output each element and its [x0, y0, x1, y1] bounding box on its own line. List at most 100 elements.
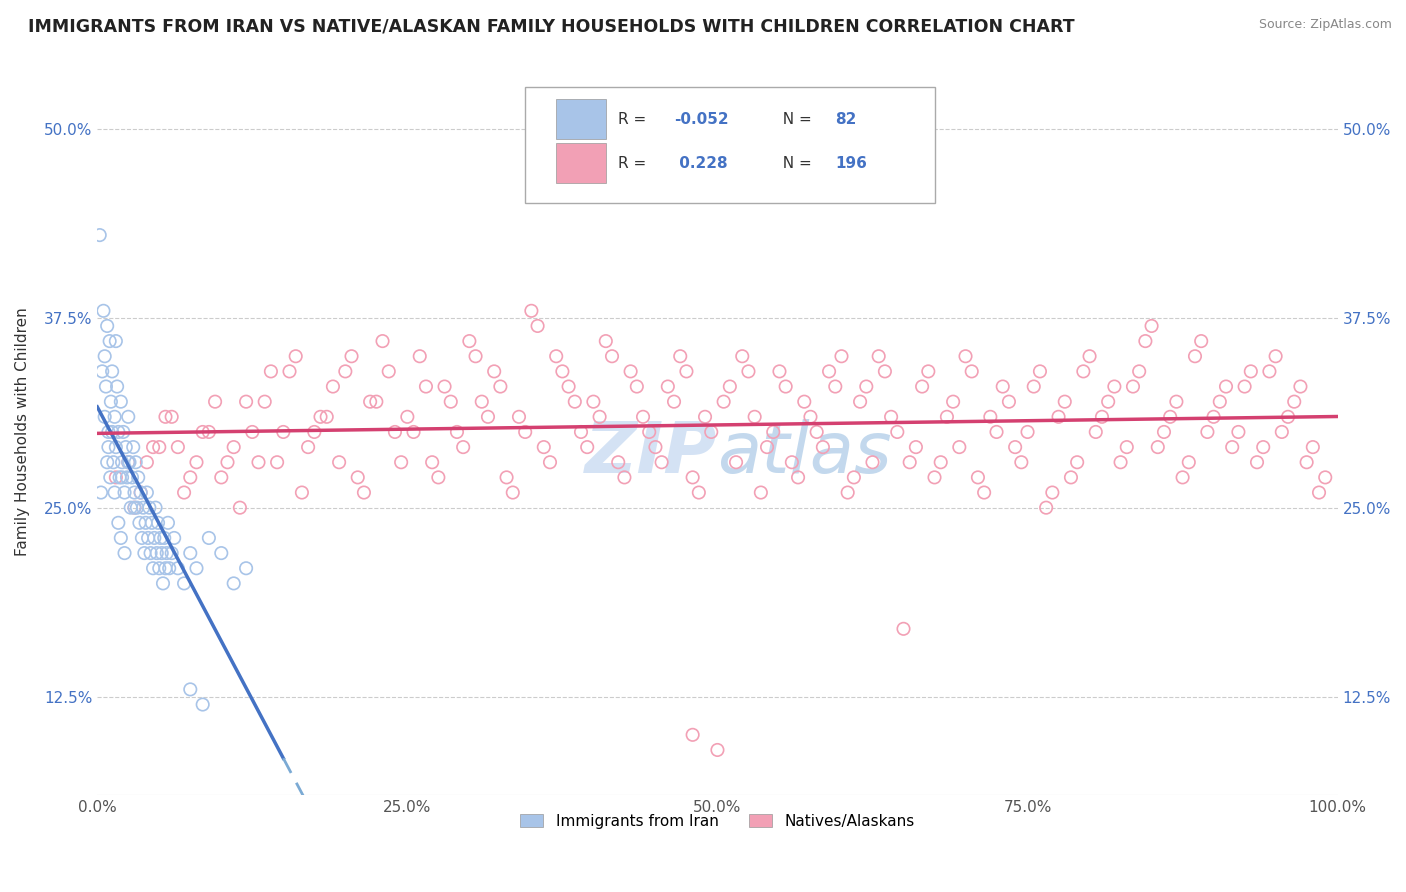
Point: [152, 576, 174, 591]
Point: [131, 531, 153, 545]
Point: [868, 349, 890, 363]
Point: [768, 364, 790, 378]
Point: [1240, 364, 1263, 378]
Text: N =: N =: [773, 155, 817, 170]
Point: [960, 364, 983, 378]
Point: [135, 455, 157, 469]
Point: [1308, 485, 1330, 500]
Point: [103, 455, 125, 469]
Text: 0.228: 0.228: [673, 155, 728, 170]
Point: [98, 334, 121, 348]
Point: [108, 470, 131, 484]
Point: [682, 470, 704, 484]
Point: [811, 440, 834, 454]
Point: [136, 531, 159, 545]
Point: [818, 364, 841, 378]
Text: atlas: atlas: [717, 419, 891, 488]
Point: [1215, 379, 1237, 393]
Text: R =: R =: [619, 112, 651, 127]
Point: [482, 364, 505, 378]
Point: [118, 455, 141, 469]
Text: R =: R =: [619, 155, 651, 170]
Point: [141, 516, 163, 530]
Point: [1159, 409, 1181, 424]
Point: [1289, 379, 1312, 393]
Point: [1166, 394, 1188, 409]
Point: [179, 546, 201, 560]
Point: [700, 425, 723, 439]
Point: [924, 470, 946, 484]
Legend: Immigrants from Iran, Natives/Alaskans: Immigrants from Iran, Natives/Alaskans: [515, 808, 921, 835]
Point: [94, 379, 117, 393]
Point: [824, 379, 846, 393]
Point: [420, 455, 443, 469]
Point: [520, 303, 543, 318]
Point: [433, 379, 456, 393]
Point: [1197, 425, 1219, 439]
Point: [546, 349, 568, 363]
Point: [1047, 409, 1070, 424]
Point: [104, 409, 127, 424]
Point: [1128, 364, 1150, 378]
Point: [346, 470, 368, 484]
Point: [948, 440, 970, 454]
Point: [1178, 455, 1201, 469]
Point: [222, 576, 245, 591]
Point: [1122, 379, 1144, 393]
Point: [756, 440, 779, 454]
Point: [837, 485, 859, 500]
Point: [117, 409, 139, 424]
Point: [114, 440, 136, 454]
Point: [107, 425, 129, 439]
Point: [1202, 409, 1225, 424]
Point: [127, 470, 149, 484]
Point: [477, 409, 499, 424]
Point: [167, 561, 190, 575]
Point: [1233, 379, 1256, 393]
Point: [97, 425, 120, 439]
Point: [873, 364, 896, 378]
Point: [335, 364, 357, 378]
Point: [222, 440, 245, 454]
Point: [125, 500, 148, 515]
Point: [328, 455, 350, 469]
Point: [1035, 500, 1057, 515]
Point: [576, 440, 599, 454]
Point: [613, 470, 636, 484]
Point: [353, 485, 375, 500]
Point: [1277, 409, 1299, 424]
Point: [780, 455, 803, 469]
Point: [929, 455, 952, 469]
Point: [830, 349, 852, 363]
Point: [471, 394, 494, 409]
Point: [179, 470, 201, 484]
Point: [100, 394, 122, 409]
Point: [124, 485, 146, 500]
Point: [104, 440, 127, 454]
Point: [117, 455, 139, 469]
Point: [107, 516, 129, 530]
Y-axis label: Family Households with Children: Family Households with Children: [15, 308, 30, 557]
FancyBboxPatch shape: [557, 99, 606, 139]
Point: [588, 409, 610, 424]
Point: [1146, 440, 1168, 454]
FancyBboxPatch shape: [557, 143, 606, 183]
Point: [464, 349, 486, 363]
Point: [458, 334, 481, 348]
Point: [148, 440, 170, 454]
Point: [229, 500, 252, 515]
Point: [446, 425, 468, 439]
Point: [110, 394, 132, 409]
Point: [626, 379, 648, 393]
Point: [657, 379, 679, 393]
Point: [112, 425, 135, 439]
Point: [849, 394, 872, 409]
Point: [495, 470, 517, 484]
Point: [409, 349, 432, 363]
Point: [1017, 425, 1039, 439]
Point: [1220, 440, 1243, 454]
Point: [204, 394, 226, 409]
Point: [191, 425, 214, 439]
Text: N =: N =: [773, 112, 817, 127]
Point: [508, 409, 530, 424]
